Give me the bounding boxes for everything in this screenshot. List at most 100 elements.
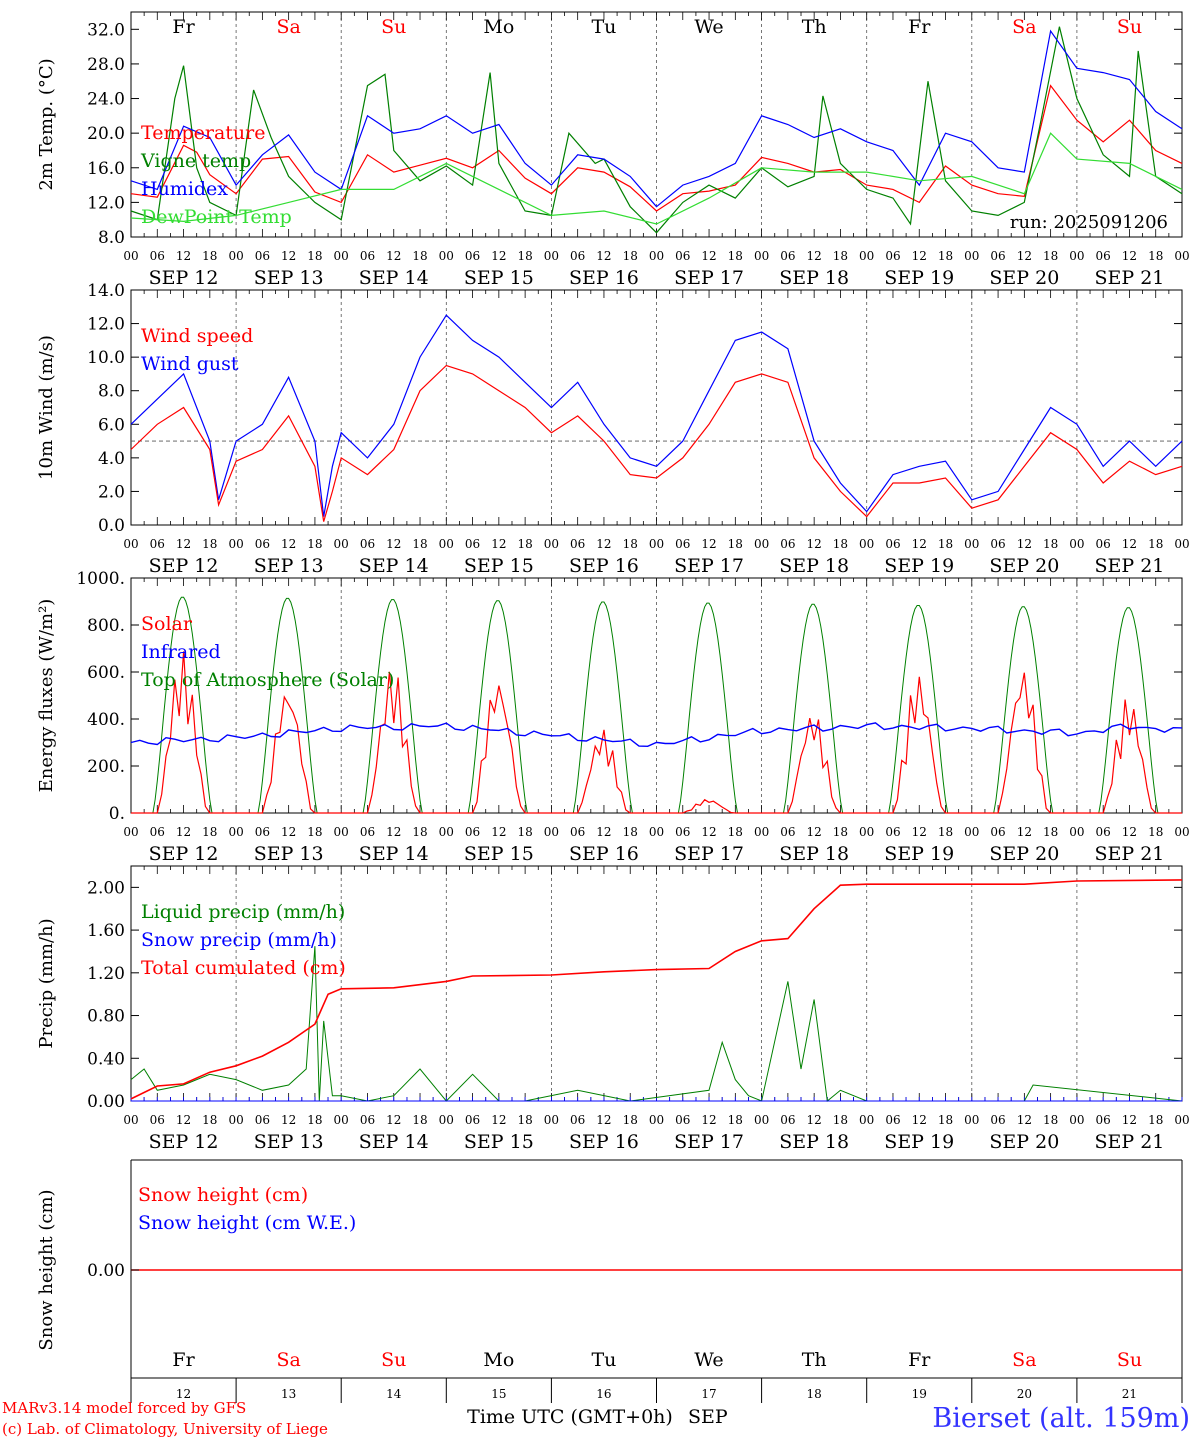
run-label: run: 2025091206: [1010, 212, 1168, 233]
panel-2-hour-tick-label: 06: [465, 825, 480, 839]
panel-1-legend-2: Wind gust: [141, 353, 239, 375]
panel-1-hour-tick-label: 18: [1043, 537, 1058, 551]
panel-0-hour-tick-label: 18: [938, 249, 953, 263]
panel-2-y-tick-label: 1000.: [76, 569, 125, 589]
panel-3-legend-1: Liquid precip (mm/h): [141, 901, 345, 923]
panel-2-day-label: SEP 14: [359, 843, 429, 865]
panel-1-y-tick-label: 2.0: [98, 482, 125, 502]
panel-1-hour-tick-label: 12: [281, 537, 296, 551]
panel-2-hour-tick-label: 12: [386, 825, 401, 839]
panel-1-hour-tick-label: 06: [885, 537, 900, 551]
panel-3-hour-tick-label: 12: [807, 1113, 822, 1127]
panel-2-day-label: SEP 17: [674, 843, 744, 865]
day-number-label: 15: [491, 1387, 506, 1401]
panel-2-y-tick-label: 0.: [109, 804, 125, 824]
day-number-label: 19: [912, 1387, 927, 1401]
panel-2-hour-tick-label: 00: [964, 825, 979, 839]
panel-3-hour-tick-label: 18: [412, 1113, 427, 1127]
panel-3-day-label: SEP 20: [989, 1131, 1059, 1153]
panel-0-hour-tick-label: 12: [386, 249, 401, 263]
weekday-label-top: Su: [1117, 16, 1142, 38]
panel-0-hour-tick-label: 12: [176, 249, 191, 263]
credit-model: MARv3.14 model forced by GFS: [2, 1399, 246, 1417]
panel-1-day-label: SEP 13: [254, 555, 324, 577]
panel-0-legend-1: Temperature: [141, 122, 265, 144]
solar-line: [131, 651, 1182, 814]
panel-1-hour-tick-label: 12: [807, 537, 822, 551]
weekday-label-top: We: [694, 16, 723, 38]
panel-3-y-axis-label: Precip (mm/h): [36, 918, 57, 1048]
snow-y-tick-label: 0.00: [87, 1261, 125, 1281]
panel-1-hour-tick-label: 18: [938, 537, 953, 551]
panel-3-hour-tick-label: 12: [1122, 1113, 1137, 1127]
panel-3-y-tick-label: 2.00: [87, 878, 125, 898]
panel-0-hour-tick-label: 18: [517, 249, 532, 263]
panel-0-hour-tick-label: 18: [623, 249, 638, 263]
panel-0-hour-tick-label: 12: [1017, 249, 1032, 263]
weekday-label-bottom: Fr: [172, 1349, 195, 1371]
panel-3-y-tick-label: 1.20: [87, 964, 125, 984]
panel-0-hour-tick-label: 12: [1122, 249, 1137, 263]
panel-0-y-tick-label: 28.0: [87, 55, 125, 75]
temp-series-2-line: [130, 26, 1183, 234]
panel-3-hour-tick-label: 18: [517, 1113, 532, 1127]
panel-2-hour-tick-label: 06: [150, 825, 165, 839]
panel-2-hour-tick-label: 12: [807, 825, 822, 839]
location-label: Bierset (alt. 159m): [932, 1403, 1190, 1434]
panel-0-y-tick-label: 20.0: [87, 124, 125, 144]
panel-1-hour-tick-label: 12: [596, 537, 611, 551]
panel-3-hour-tick-label: 06: [360, 1113, 375, 1127]
panel-1-day-label: SEP 16: [569, 555, 639, 577]
panel-2-day-label: SEP 16: [569, 843, 639, 865]
panel-0-hour-tick-label: 00: [754, 249, 769, 263]
panel-2-day-label: SEP 13: [254, 843, 324, 865]
panel-0-day-label: SEP 21: [1095, 267, 1165, 289]
panel-3-hour-tick-label: 18: [307, 1113, 322, 1127]
panel-3-hour-tick-label: 12: [176, 1113, 191, 1127]
panel-1-hour-tick-label: 18: [623, 537, 638, 551]
panel-3-hour-tick-label: 06: [990, 1113, 1005, 1127]
panel-0-hour-tick-label: 12: [701, 249, 716, 263]
panel-2-legend-2: Infrared: [141, 641, 221, 663]
weekday-label-bottom: Mo: [483, 1349, 514, 1371]
panel-0-hour-tick-label: 18: [202, 249, 217, 263]
panel-3-hour-tick-label: 12: [281, 1113, 296, 1127]
panel-3-hour-tick-label: 12: [596, 1113, 611, 1127]
weekday-label-bottom: Tu: [591, 1349, 616, 1371]
panel-3-hour-tick-label: 06: [570, 1113, 585, 1127]
panel-2-y-axis-label: Energy fluxes (W/m²): [36, 599, 57, 793]
panel-1-hour-tick-label: 00: [649, 537, 664, 551]
panel-3-y-tick-label: 0.80: [87, 1007, 125, 1027]
panel-1-hour-tick-label: 06: [990, 537, 1005, 551]
panel-1-hour-tick-label: 00: [1069, 537, 1084, 551]
panel-2-hour-tick-label: 18: [728, 825, 743, 839]
panel-3-hour-tick-label: 00: [228, 1113, 243, 1127]
panel-2-legend-3: Top of Atmosphere (Solar): [141, 669, 394, 691]
panel-1-hour-tick-label: 00: [964, 537, 979, 551]
panel-1-hour-tick-label: 00: [544, 537, 559, 551]
panel-0-hour-tick-label: 06: [885, 249, 900, 263]
panel-1-day-label: SEP 20: [989, 555, 1059, 577]
panel-3-hour-tick-label: 06: [780, 1113, 795, 1127]
panel-1-day-label: SEP 17: [674, 555, 744, 577]
panel-3-day-label: SEP 15: [464, 1131, 534, 1153]
panel-3-hour-tick-label: 06: [465, 1113, 480, 1127]
weekday-label-top: Sa: [1012, 16, 1036, 38]
day-number-label: 14: [386, 1387, 402, 1401]
panel-2-y-tick-label: 800.: [87, 616, 125, 636]
panel-0-hour-tick-label: 06: [1096, 249, 1111, 263]
panel-0-y-tick-label: 8.0: [98, 228, 125, 248]
panel-2-hour-tick-label: 06: [570, 825, 585, 839]
panel-0-y-tick-label: 32.0: [87, 20, 125, 40]
panel-1-hour-tick-label: 06: [255, 537, 270, 551]
panel-3-legend-2: Snow precip (mm/h): [141, 929, 337, 951]
panel-3-hour-tick-label: 18: [728, 1113, 743, 1127]
panel-2-hour-tick-label: 12: [281, 825, 296, 839]
panel-2-hour-tick-label: 12: [596, 825, 611, 839]
day-number-label: 18: [807, 1387, 822, 1401]
panel-1-hour-tick-label: 06: [1096, 537, 1111, 551]
panel-2-y-tick-label: 200.: [87, 757, 125, 777]
day-number-label: 17: [701, 1387, 716, 1401]
panel-2-hour-tick-label: 18: [517, 825, 532, 839]
